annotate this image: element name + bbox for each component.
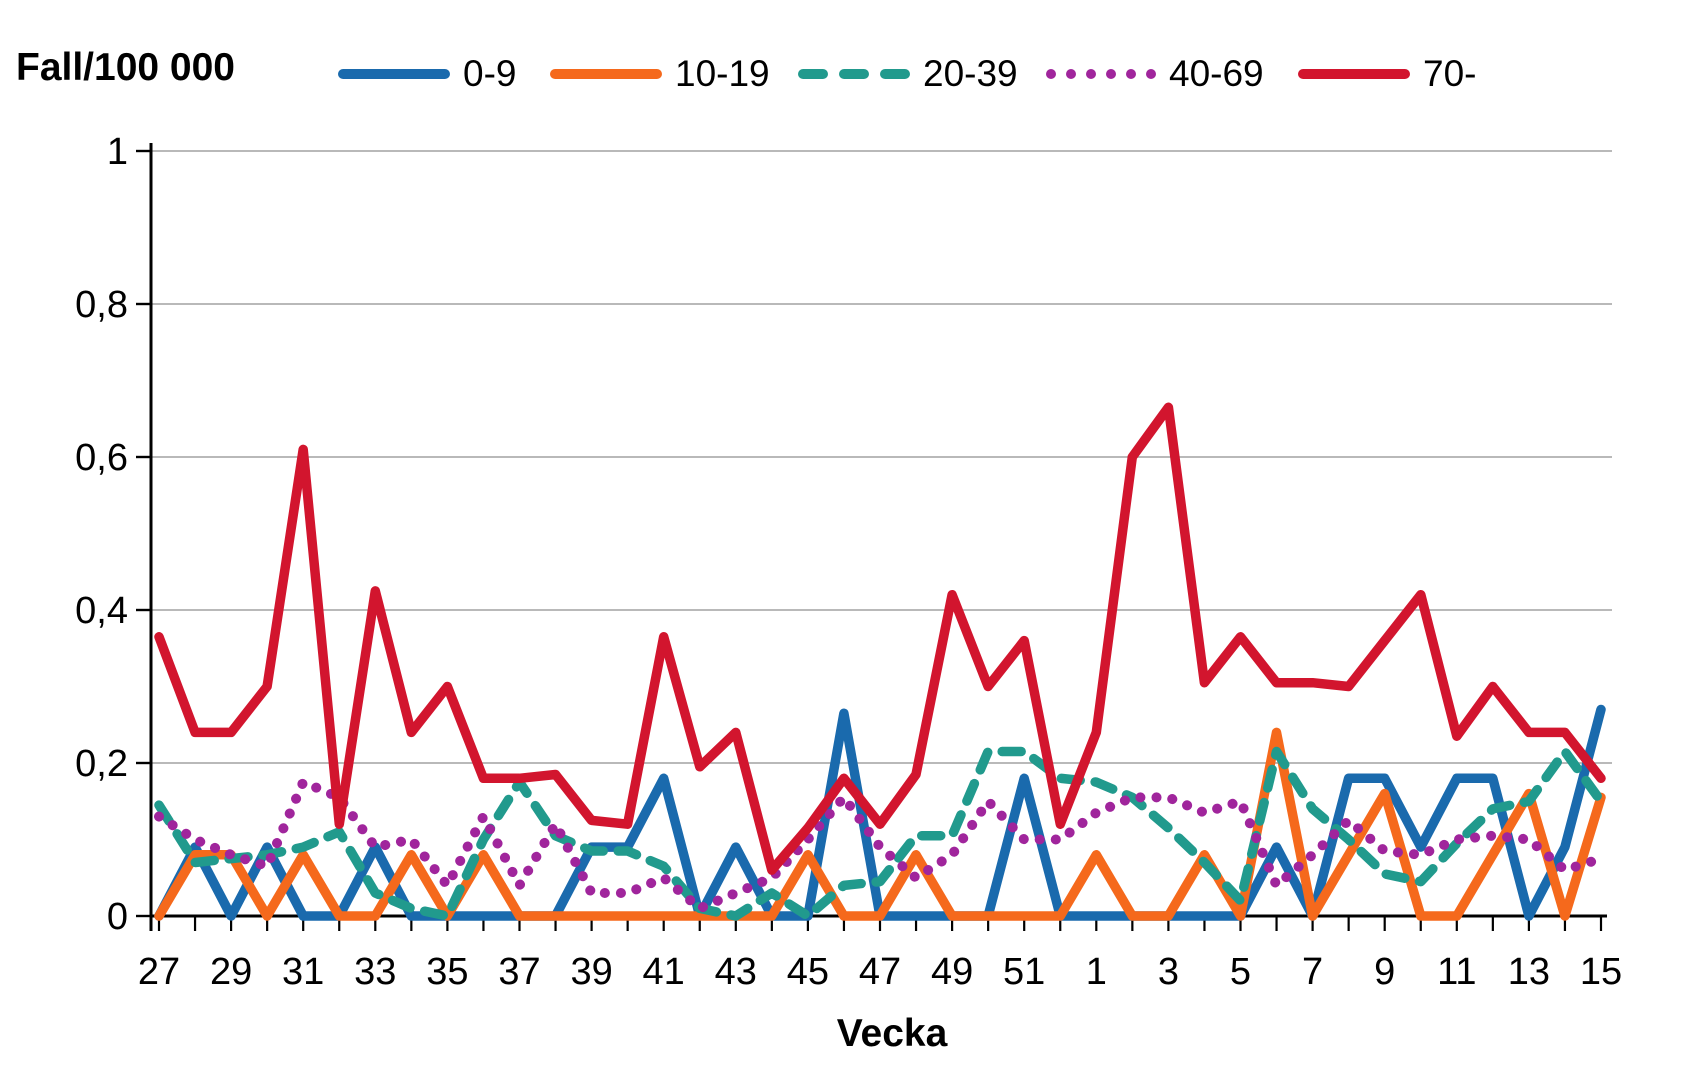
legend-line-dotted-icon xyxy=(1046,69,1156,79)
series-line-10-19 xyxy=(154,727,1606,921)
y-tick-label: 0,8 xyxy=(75,284,128,326)
y-tick-label: 0,2 xyxy=(75,743,128,785)
legend-item-10-19: 10-19 xyxy=(550,53,770,94)
y-tick-label: 0,6 xyxy=(75,437,128,479)
x-tick-label: 9 xyxy=(1374,951,1395,993)
x-tick-label: 3 xyxy=(1158,951,1179,993)
x-tick-label: 37 xyxy=(498,951,540,993)
x-tick-label: 29 xyxy=(210,951,252,993)
legend-item-40-69: 40-69 xyxy=(1046,53,1264,94)
x-tick-label: 43 xyxy=(715,951,757,993)
legend-line-dashed-icon xyxy=(798,69,910,79)
x-axis-title: Vecka xyxy=(836,1012,948,1055)
x-tick-label: 1 xyxy=(1086,951,1107,993)
x-tick-label: 33 xyxy=(354,951,396,993)
x-tick-label: 7 xyxy=(1302,951,1323,993)
x-tick-label: 51 xyxy=(1003,951,1045,993)
x-tick-label: 49 xyxy=(931,951,973,993)
legend-label: 20-39 xyxy=(923,53,1018,94)
x-tick-label: 11 xyxy=(1437,951,1476,993)
x-tick-label: 15 xyxy=(1580,951,1622,993)
legend-line-solid-icon xyxy=(338,69,450,79)
x-tick-label: 27 xyxy=(138,951,180,993)
x-tick-label: 5 xyxy=(1230,951,1251,993)
series-line-40-69 xyxy=(154,777,1606,914)
y-tick-label: 0,4 xyxy=(75,590,128,632)
x-tick-label: 35 xyxy=(426,951,468,993)
x-tick-label: 47 xyxy=(859,951,901,993)
legend-label: 40-69 xyxy=(1169,53,1264,94)
y-tick-label: 0 xyxy=(107,896,128,938)
chart-title: Fall/100 000 xyxy=(16,46,235,89)
legend-item-20-39: 20-39 xyxy=(798,53,1018,94)
legend-item-70-plus: 70- xyxy=(1298,53,1477,94)
legend-line-solid-icon xyxy=(550,69,662,79)
legend-label: 70- xyxy=(1423,53,1477,94)
x-tick-label: 41 xyxy=(643,951,685,993)
x-tick-label: 13 xyxy=(1508,951,1550,993)
x-tick-label: 31 xyxy=(282,951,324,993)
x-tick-label: 45 xyxy=(787,951,829,993)
legend-line-solid-icon xyxy=(1298,69,1410,79)
series-line-70- xyxy=(154,402,1606,875)
legend-label: 10-19 xyxy=(675,53,770,94)
legend-item-0-9: 0-9 xyxy=(338,53,517,94)
x-tick-label: 39 xyxy=(570,951,612,993)
series-line-20-39 xyxy=(154,746,1606,921)
legend-label: 0-9 xyxy=(463,53,517,94)
y-tick-label: 1 xyxy=(107,131,128,173)
